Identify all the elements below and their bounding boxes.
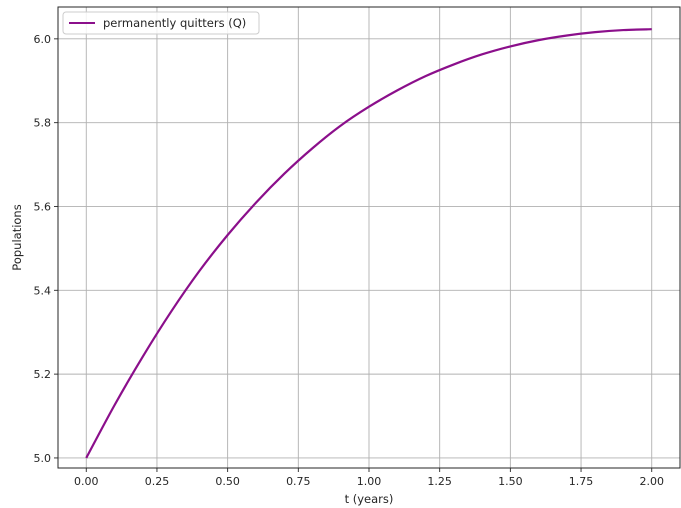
series-layer xyxy=(85,28,652,459)
y-tick-label: 5.4 xyxy=(34,284,52,297)
x-tick-label: 1.00 xyxy=(357,475,382,488)
x-tick-label: 1.25 xyxy=(427,475,452,488)
grid xyxy=(58,7,680,468)
y-axis-ticks: 5.0 5.2 5.4 5.6 5.8 6.0 xyxy=(34,33,58,465)
legend-box xyxy=(62,11,260,35)
x-tick-label: 1.75 xyxy=(569,475,594,488)
x-tick-label: 0.50 xyxy=(215,475,240,488)
y-tick-label: 5.0 xyxy=(34,452,52,465)
x-tick-label: 0.00 xyxy=(74,475,99,488)
y-tick-label: 5.6 xyxy=(34,200,52,213)
y-axis-label: Populations xyxy=(10,204,24,270)
y-tick-label: 5.8 xyxy=(34,117,52,130)
y-tick-label: 6.0 xyxy=(34,33,52,46)
x-tick-label: 2.00 xyxy=(639,475,664,488)
x-tick-label: 0.75 xyxy=(286,475,311,488)
legend: permanently quitters (Q) xyxy=(62,11,260,35)
legend-entry-label: permanently quitters (Q) xyxy=(103,16,246,30)
y-tick-label: 5.2 xyxy=(34,368,52,381)
x-tick-label: 1.50 xyxy=(498,475,523,488)
x-axis-label: t (years) xyxy=(345,492,394,506)
x-tick-label: 0.25 xyxy=(145,475,170,488)
series-line-permanently-quitters xyxy=(85,28,652,459)
x-axis-ticks: 0.00 0.25 0.50 0.75 1.00 1.25 1.50 1.75 2.00 xyxy=(74,468,664,488)
